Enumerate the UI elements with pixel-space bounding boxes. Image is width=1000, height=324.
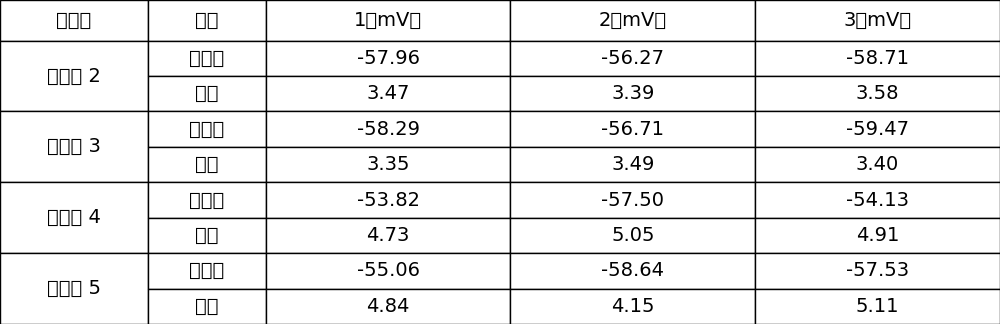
Text: -55.06: -55.06	[357, 261, 420, 280]
Bar	[755, 218, 1000, 253]
Bar	[148, 253, 266, 289]
Bar	[755, 289, 1000, 324]
Bar	[266, 76, 510, 111]
Bar	[0, 0, 148, 40]
Bar	[148, 147, 266, 182]
Bar	[510, 147, 755, 182]
Text: 平均値: 平均値	[189, 49, 224, 68]
Text: -54.13: -54.13	[846, 191, 909, 210]
Bar	[148, 0, 266, 40]
Text: 1（mV）: 1（mV）	[354, 11, 422, 30]
Text: 平均値: 平均値	[189, 261, 224, 280]
Text: 方差: 方差	[195, 297, 219, 316]
Bar	[148, 76, 266, 111]
Text: 5.11: 5.11	[856, 297, 899, 316]
Text: 3（mV）: 3（mV）	[844, 11, 912, 30]
Text: -57.96: -57.96	[357, 49, 420, 68]
Bar	[510, 182, 755, 218]
Text: 3.47: 3.47	[366, 84, 410, 103]
Text: 实施例: 实施例	[56, 11, 92, 30]
Bar	[510, 40, 755, 76]
Bar	[266, 147, 510, 182]
Bar	[755, 147, 1000, 182]
Text: 方差: 方差	[195, 155, 219, 174]
Bar	[510, 0, 755, 40]
Bar	[266, 0, 510, 40]
Bar	[0, 111, 148, 182]
Bar	[266, 111, 510, 147]
Bar	[755, 0, 1000, 40]
Bar	[266, 289, 510, 324]
Bar	[0, 40, 148, 111]
Text: -58.71: -58.71	[846, 49, 909, 68]
Text: 平均値: 平均値	[189, 120, 224, 139]
Text: 项目: 项目	[195, 11, 219, 30]
Bar	[148, 182, 266, 218]
Text: 实施例 3: 实施例 3	[47, 137, 101, 156]
Text: -58.29: -58.29	[357, 120, 420, 139]
Bar	[148, 111, 266, 147]
Bar	[755, 76, 1000, 111]
Bar	[266, 253, 510, 289]
Bar	[0, 182, 148, 253]
Bar	[510, 289, 755, 324]
Text: -56.27: -56.27	[601, 49, 664, 68]
Bar	[148, 40, 266, 76]
Text: -57.50: -57.50	[601, 191, 664, 210]
Text: 实施例 5: 实施例 5	[47, 279, 101, 298]
Bar	[266, 40, 510, 76]
Text: -57.53: -57.53	[846, 261, 909, 280]
Text: 4.84: 4.84	[366, 297, 410, 316]
Text: 3.49: 3.49	[611, 155, 655, 174]
Bar	[510, 218, 755, 253]
Bar	[755, 40, 1000, 76]
Text: 3.35: 3.35	[366, 155, 410, 174]
Bar	[755, 111, 1000, 147]
Text: 实施例 2: 实施例 2	[47, 66, 101, 86]
Bar	[510, 111, 755, 147]
Text: 3.58: 3.58	[856, 84, 899, 103]
Text: 实施例 4: 实施例 4	[47, 208, 101, 227]
Text: 方差: 方差	[195, 226, 219, 245]
Bar	[148, 218, 266, 253]
Text: 5.05: 5.05	[611, 226, 655, 245]
Bar	[510, 253, 755, 289]
Bar	[266, 218, 510, 253]
Text: 4.91: 4.91	[856, 226, 899, 245]
Text: 方差: 方差	[195, 84, 219, 103]
Text: -58.64: -58.64	[601, 261, 664, 280]
Text: 3.39: 3.39	[611, 84, 655, 103]
Text: -59.47: -59.47	[846, 120, 909, 139]
Text: 平均値: 平均値	[189, 191, 224, 210]
Bar	[755, 182, 1000, 218]
Text: -56.71: -56.71	[601, 120, 664, 139]
Bar	[266, 182, 510, 218]
Bar	[0, 253, 148, 324]
Text: 4.73: 4.73	[366, 226, 410, 245]
Text: 4.15: 4.15	[611, 297, 655, 316]
Text: 3.40: 3.40	[856, 155, 899, 174]
Text: -53.82: -53.82	[357, 191, 420, 210]
Bar	[755, 253, 1000, 289]
Bar	[510, 76, 755, 111]
Text: 2（mV）: 2（mV）	[599, 11, 667, 30]
Bar	[148, 289, 266, 324]
